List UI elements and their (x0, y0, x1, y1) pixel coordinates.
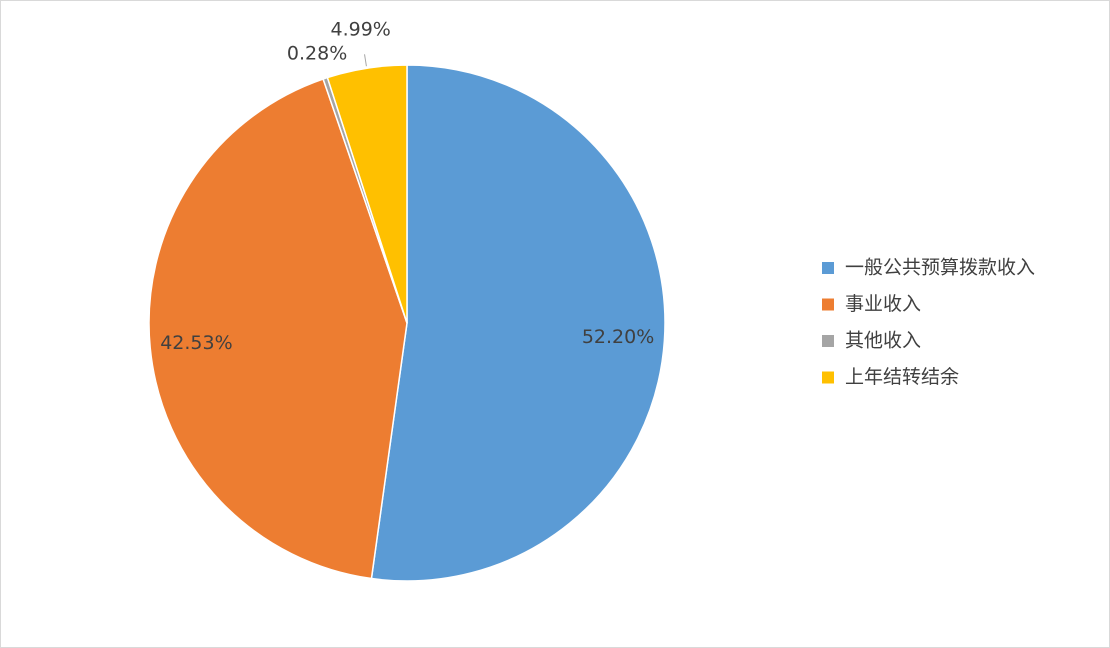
legend-swatch (822, 335, 834, 347)
leader-line (364, 54, 367, 67)
legend-swatch (822, 262, 834, 274)
data-label: 0.28% (287, 42, 347, 64)
pie-slice (326, 64, 408, 324)
legend-swatch (822, 371, 834, 384)
data-label: 52.20% (582, 326, 654, 348)
legend-label: 上年结转结余 (845, 366, 959, 388)
data-label: 4.99% (330, 18, 390, 40)
data-label: 42.53% (160, 332, 232, 354)
legend-label: 一般公共预算拨款收入 (845, 257, 1035, 279)
legend-swatch (822, 298, 834, 311)
legend-label: 事业收入 (845, 293, 921, 315)
pie-slice (370, 64, 666, 582)
pie-slice (148, 78, 408, 580)
legend-label: 其他收入 (845, 330, 921, 352)
